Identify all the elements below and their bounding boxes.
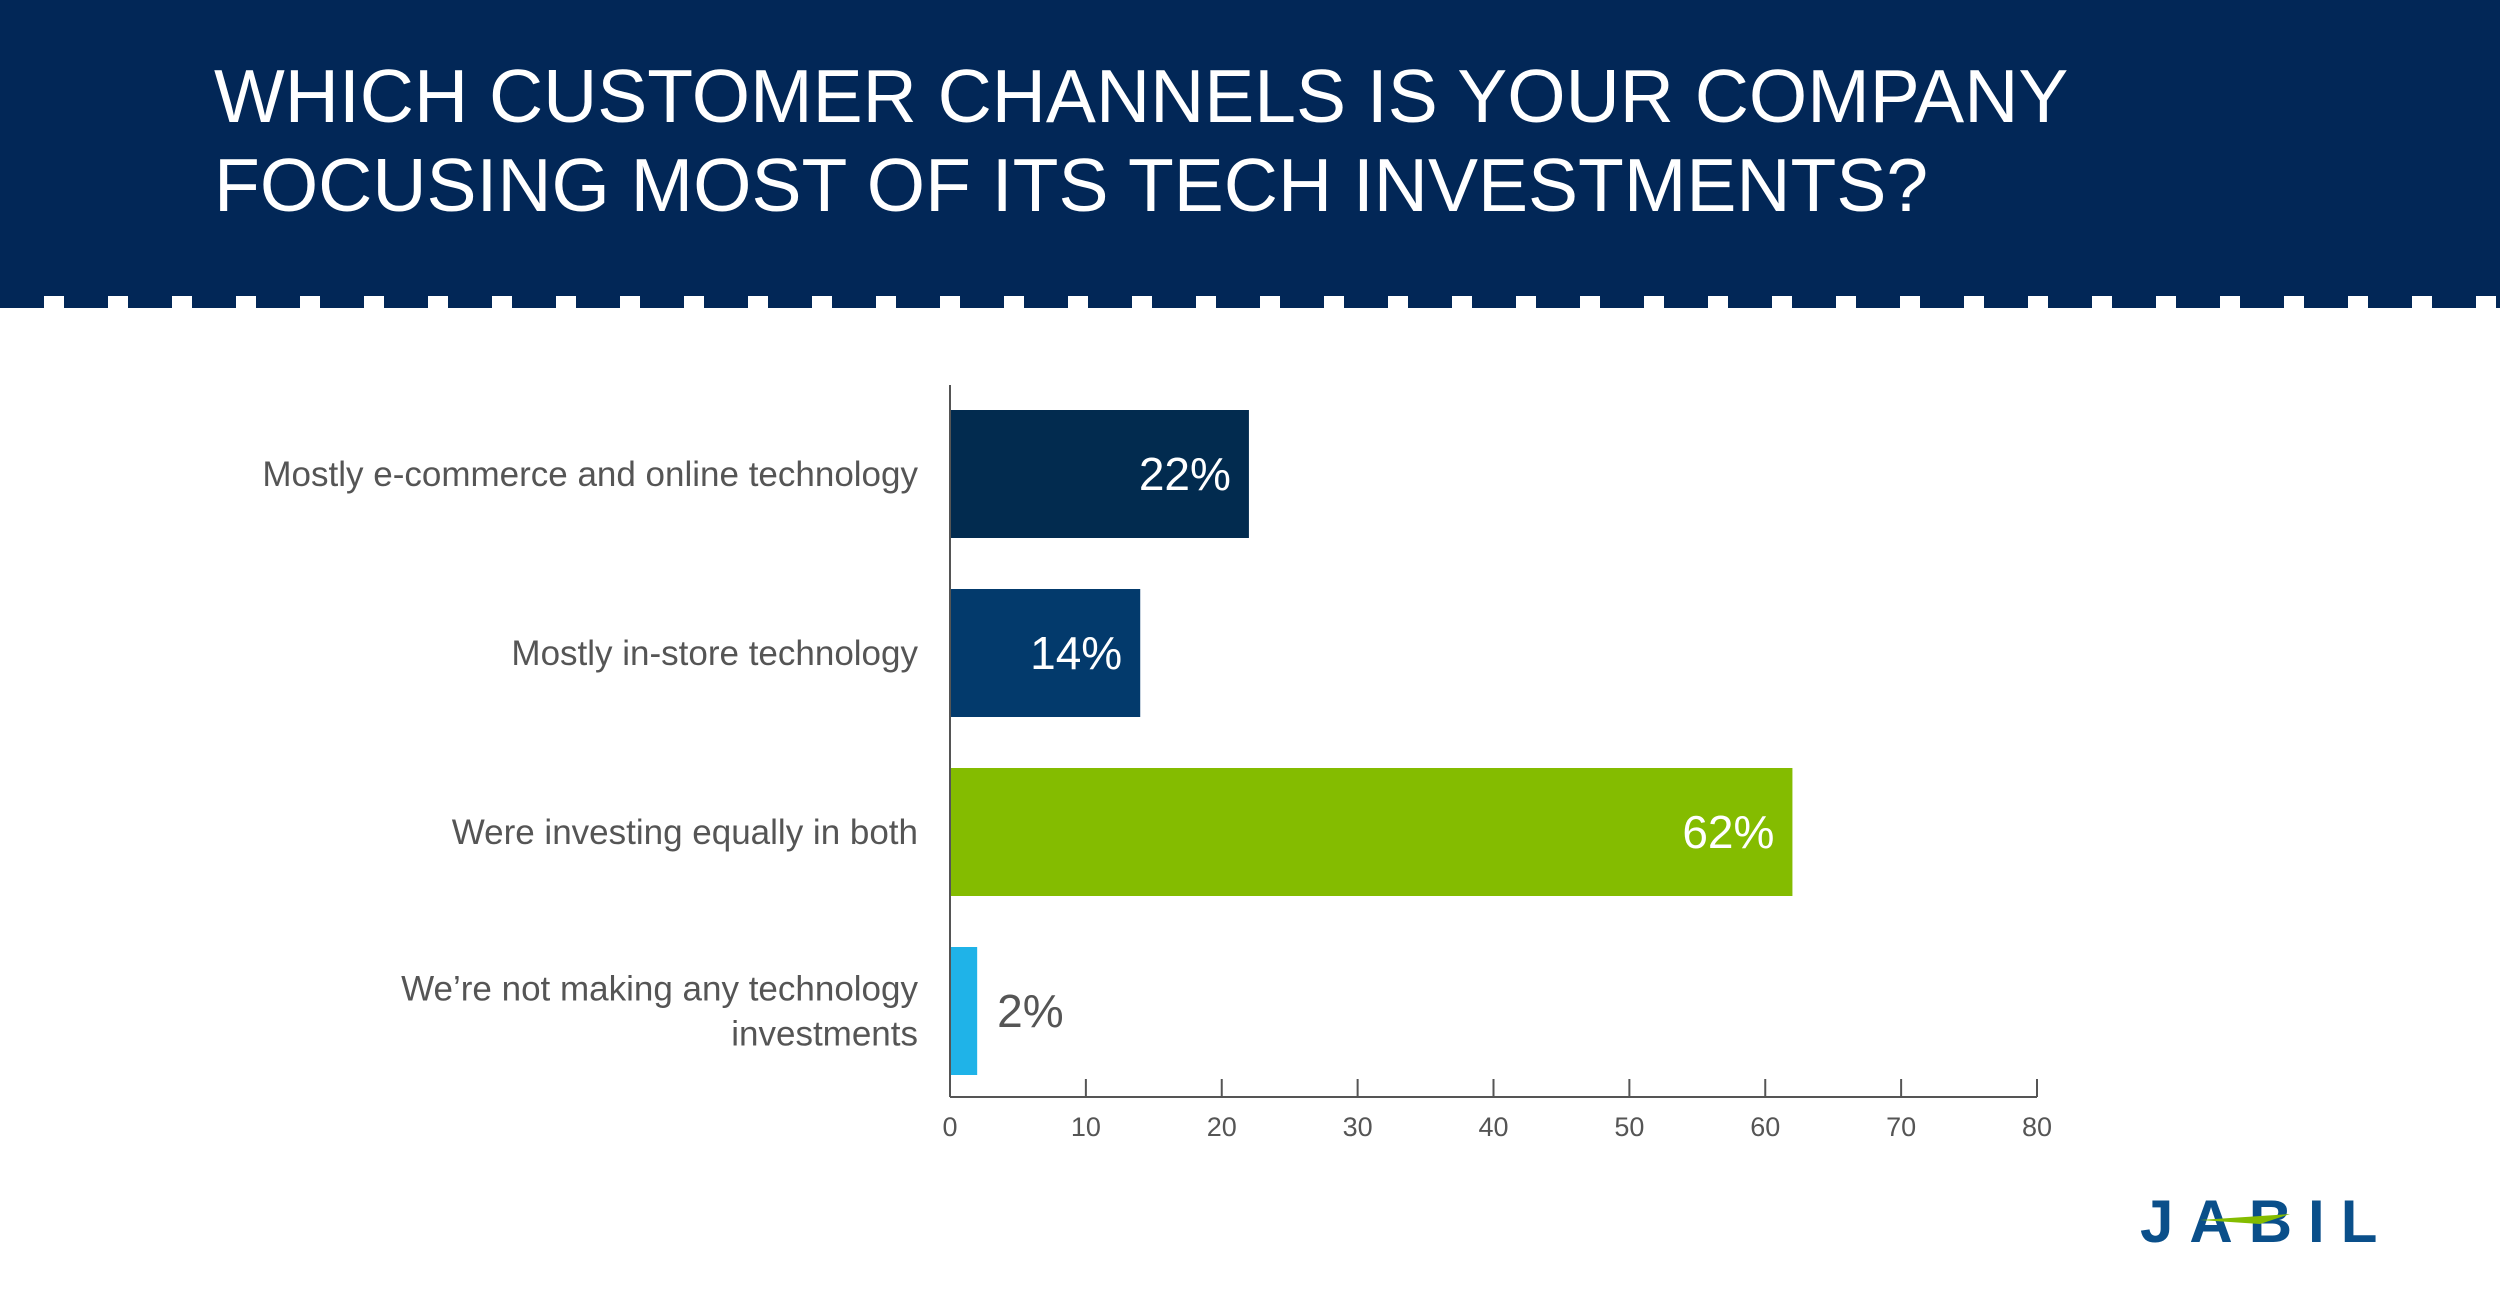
category-label: Were investing equally in both bbox=[452, 813, 918, 852]
category-label: Mostly e-commerce and online technology bbox=[262, 455, 918, 494]
x-tick-label: 40 bbox=[1478, 1112, 1508, 1142]
category-label: We’re not making any technology bbox=[401, 970, 918, 1009]
bar bbox=[950, 768, 1793, 896]
page-title: WHICH CUSTOMER CHANNELS IS YOUR COMPANY … bbox=[214, 52, 2364, 230]
x-tick-label: 50 bbox=[1614, 1112, 1644, 1142]
data-label: 14% bbox=[1030, 627, 1122, 679]
bar bbox=[950, 410, 1249, 538]
header-banner: WHICH CUSTOMER CHANNELS IS YOUR COMPANY … bbox=[0, 0, 2500, 302]
title-line-2: FOCUSING MOST OF ITS TECH INVESTMENTS? bbox=[214, 143, 1929, 227]
header-perforated-edge bbox=[0, 296, 2500, 308]
jabil-logo: JABIL bbox=[2140, 1190, 2377, 1250]
category-label: investments bbox=[731, 1015, 918, 1054]
logo-swoosh bbox=[2200, 1214, 2290, 1224]
x-tick-label: 30 bbox=[1343, 1112, 1373, 1142]
title-line-1: WHICH CUSTOMER CHANNELS IS YOUR COMPANY bbox=[214, 54, 2069, 138]
x-tick-label: 10 bbox=[1071, 1112, 1101, 1142]
x-tick-label: 60 bbox=[1750, 1112, 1780, 1142]
category-label: Mostly in-store technology bbox=[511, 634, 918, 673]
x-tick-label: 20 bbox=[1207, 1112, 1237, 1142]
x-tick-label: 80 bbox=[2022, 1112, 2052, 1142]
bar bbox=[950, 589, 1141, 717]
data-label: 62% bbox=[1682, 806, 1774, 858]
data-label: 2% bbox=[997, 985, 1063, 1037]
x-tick-label: 0 bbox=[942, 1112, 957, 1142]
bar bbox=[950, 947, 978, 1075]
data-label: 22% bbox=[1139, 448, 1231, 500]
x-tick-label: 70 bbox=[1886, 1112, 1916, 1142]
